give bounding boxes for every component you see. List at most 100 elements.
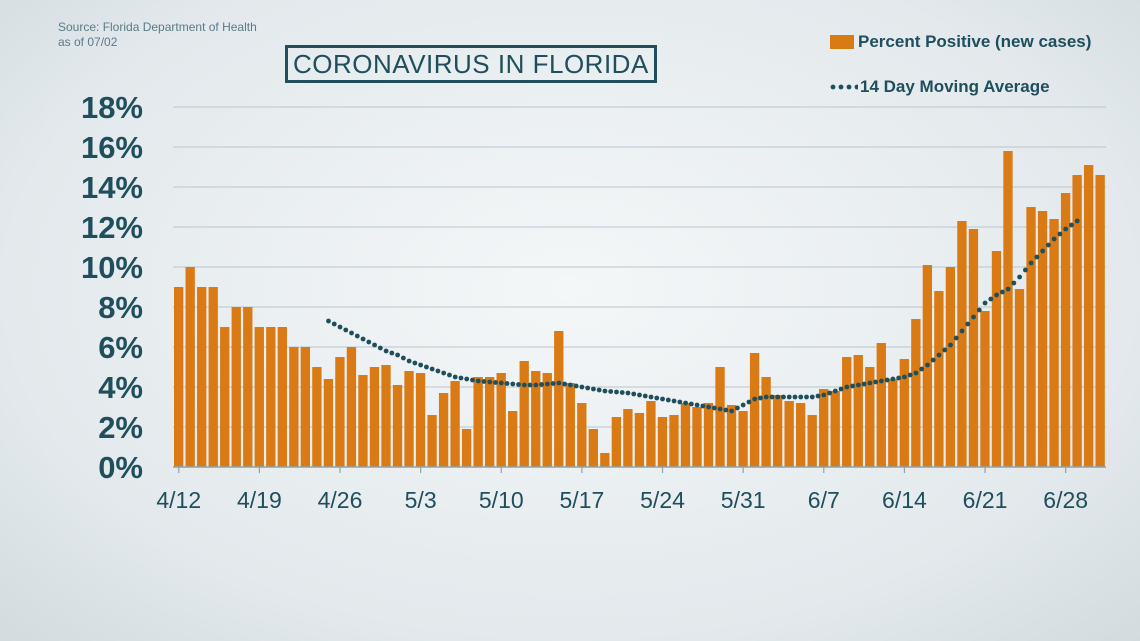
moving-average-point bbox=[873, 379, 879, 385]
bar bbox=[888, 379, 898, 467]
bar bbox=[335, 357, 345, 467]
moving-average-point bbox=[475, 378, 481, 384]
legend-bar-swatch bbox=[830, 35, 854, 49]
moving-average-point bbox=[740, 402, 746, 408]
bar bbox=[1014, 289, 1025, 467]
bar bbox=[358, 375, 368, 467]
moving-average-point bbox=[913, 370, 919, 376]
y-tick-label: 12% bbox=[81, 210, 143, 245]
bar bbox=[392, 385, 403, 467]
bar bbox=[542, 373, 552, 467]
bar bbox=[415, 373, 426, 467]
moving-average-point bbox=[642, 393, 648, 399]
moving-average-point bbox=[504, 381, 510, 386]
moving-average-point bbox=[354, 333, 360, 339]
bar bbox=[646, 401, 656, 467]
moving-average-point bbox=[907, 372, 913, 378]
moving-average-point bbox=[637, 392, 642, 398]
moving-average-point bbox=[1046, 242, 1051, 248]
moving-average-point bbox=[429, 366, 435, 372]
moving-average-point bbox=[395, 352, 401, 358]
bar bbox=[1003, 151, 1013, 467]
moving-average-point bbox=[516, 382, 521, 387]
moving-average-point bbox=[827, 390, 832, 396]
moving-average-point bbox=[493, 380, 498, 385]
bar bbox=[438, 393, 449, 467]
moving-average-point bbox=[418, 362, 424, 368]
bar bbox=[174, 287, 184, 467]
moving-average-point bbox=[838, 386, 844, 392]
bar bbox=[554, 331, 564, 467]
bar bbox=[876, 343, 886, 467]
moving-average-point bbox=[976, 307, 982, 313]
moving-average-point bbox=[458, 375, 464, 381]
moving-average-point bbox=[902, 374, 907, 380]
bar bbox=[197, 287, 207, 467]
moving-average-point bbox=[1057, 231, 1063, 237]
moving-average-point bbox=[602, 388, 608, 394]
y-tick-label: 0% bbox=[98, 450, 143, 485]
bar bbox=[807, 415, 817, 467]
moving-average-point bbox=[965, 321, 971, 327]
bar bbox=[669, 415, 679, 467]
moving-average-point bbox=[619, 390, 625, 395]
moving-average-point bbox=[377, 345, 383, 351]
moving-average-point bbox=[711, 405, 717, 411]
moving-average-point bbox=[435, 368, 441, 374]
moving-average-point bbox=[337, 324, 343, 330]
moving-average-point bbox=[988, 296, 994, 302]
moving-average-point bbox=[896, 375, 902, 381]
moving-average-point bbox=[470, 377, 475, 383]
bar bbox=[945, 267, 956, 467]
moving-average-point bbox=[1040, 248, 1046, 254]
moving-average-point bbox=[424, 364, 429, 370]
moving-average-point bbox=[683, 400, 688, 406]
moving-average-point bbox=[982, 300, 988, 306]
bar bbox=[369, 367, 380, 467]
moving-average-point bbox=[331, 321, 337, 327]
moving-average-point bbox=[1063, 226, 1069, 232]
bar bbox=[611, 417, 622, 467]
moving-average-point bbox=[1034, 254, 1040, 260]
bar bbox=[266, 327, 276, 467]
y-tick-label: 4% bbox=[98, 370, 143, 405]
moving-average-point bbox=[1028, 260, 1034, 266]
bar bbox=[508, 411, 518, 467]
bar bbox=[1049, 219, 1059, 467]
moving-average-point bbox=[573, 383, 579, 389]
moving-average-point bbox=[383, 348, 389, 354]
bar bbox=[957, 221, 967, 467]
moving-average-point bbox=[596, 387, 602, 393]
bar bbox=[277, 327, 287, 467]
x-tick-label: 6/21 bbox=[963, 487, 1008, 513]
bar bbox=[634, 413, 645, 467]
moving-average-point bbox=[936, 352, 942, 358]
legend-dot-line bbox=[830, 84, 858, 90]
moving-average-point bbox=[654, 395, 660, 401]
moving-average-point bbox=[942, 347, 948, 353]
bar bbox=[600, 453, 610, 467]
moving-average-point bbox=[832, 388, 838, 394]
bar bbox=[842, 357, 852, 467]
moving-average-point bbox=[746, 399, 752, 405]
bar bbox=[577, 403, 587, 467]
bar bbox=[519, 361, 529, 467]
moving-average-point bbox=[631, 391, 637, 397]
moving-average-point bbox=[521, 382, 527, 388]
moving-average-point bbox=[326, 318, 331, 324]
bar bbox=[772, 395, 783, 467]
y-tick-label: 2% bbox=[98, 410, 143, 445]
moving-average-point bbox=[999, 289, 1005, 295]
moving-average-point bbox=[464, 376, 470, 382]
moving-average-point bbox=[591, 386, 596, 392]
bar bbox=[243, 307, 253, 467]
x-tick-label: 4/12 bbox=[156, 487, 201, 513]
bar bbox=[485, 377, 495, 467]
legend-label: 14 Day Moving Average bbox=[860, 77, 1050, 96]
bar bbox=[761, 377, 771, 467]
moving-average-point bbox=[861, 381, 867, 387]
moving-average-point bbox=[527, 382, 533, 388]
bar bbox=[680, 403, 691, 467]
x-tick-label: 4/19 bbox=[237, 487, 282, 513]
